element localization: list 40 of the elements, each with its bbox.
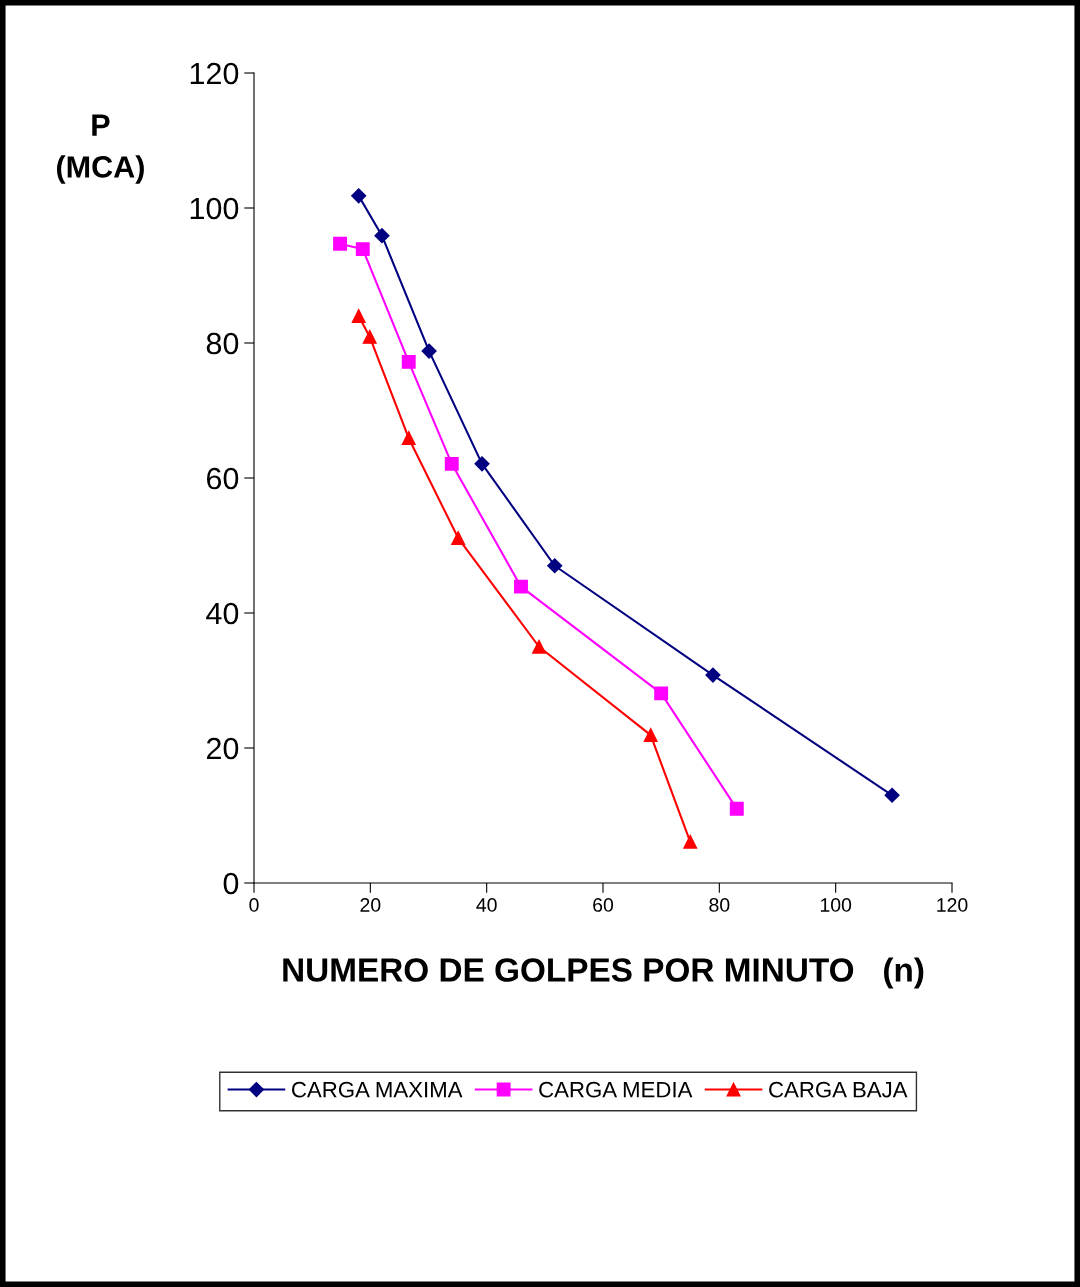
x-tick-label: 0: [249, 898, 259, 912]
point: [683, 834, 698, 849]
point: [333, 236, 348, 251]
x-tick-label: 100: [820, 898, 852, 912]
legend-label: CARGA MEDIA: [539, 1081, 693, 1098]
point: [729, 801, 744, 816]
point: [374, 228, 390, 244]
x-tick-label: 40: [476, 898, 497, 912]
point: [451, 531, 466, 546]
x-axis-title: NUMERO DE GOLPES POR MINUTO (n): [283, 957, 924, 989]
y-tick-label: 120: [190, 62, 239, 85]
point: [444, 456, 459, 471]
y-tick-label: 0: [223, 872, 239, 895]
point: [351, 188, 367, 204]
point: [532, 639, 546, 654]
x-tick-label: 120: [937, 898, 968, 912]
x-tick-label: 20: [360, 898, 381, 912]
point: [884, 787, 900, 803]
point: [355, 242, 370, 257]
x-tick-label: 80: [709, 898, 730, 912]
point: [547, 558, 563, 574]
point: [401, 354, 416, 369]
point: [643, 728, 658, 743]
y-axis-title: P (MCA): [57, 114, 144, 184]
point: [351, 309, 366, 323]
point: [514, 579, 528, 594]
y-tick-label: 40: [206, 602, 239, 625]
point: [362, 329, 377, 344]
point: [421, 343, 437, 359]
point: [654, 686, 669, 701]
y-tick-label: 60: [206, 467, 239, 490]
point: [705, 667, 721, 683]
y-tick-label: 20: [206, 737, 239, 760]
y-tick-label: 100: [190, 197, 239, 220]
x-tick-label: 60: [593, 898, 614, 912]
legend-label: CARGA MAXIMA: [292, 1081, 463, 1098]
point: [401, 431, 416, 446]
y-tick-label: 80: [206, 332, 239, 355]
legend-label: CARGA BAJA: [769, 1081, 908, 1098]
point: [474, 456, 490, 472]
